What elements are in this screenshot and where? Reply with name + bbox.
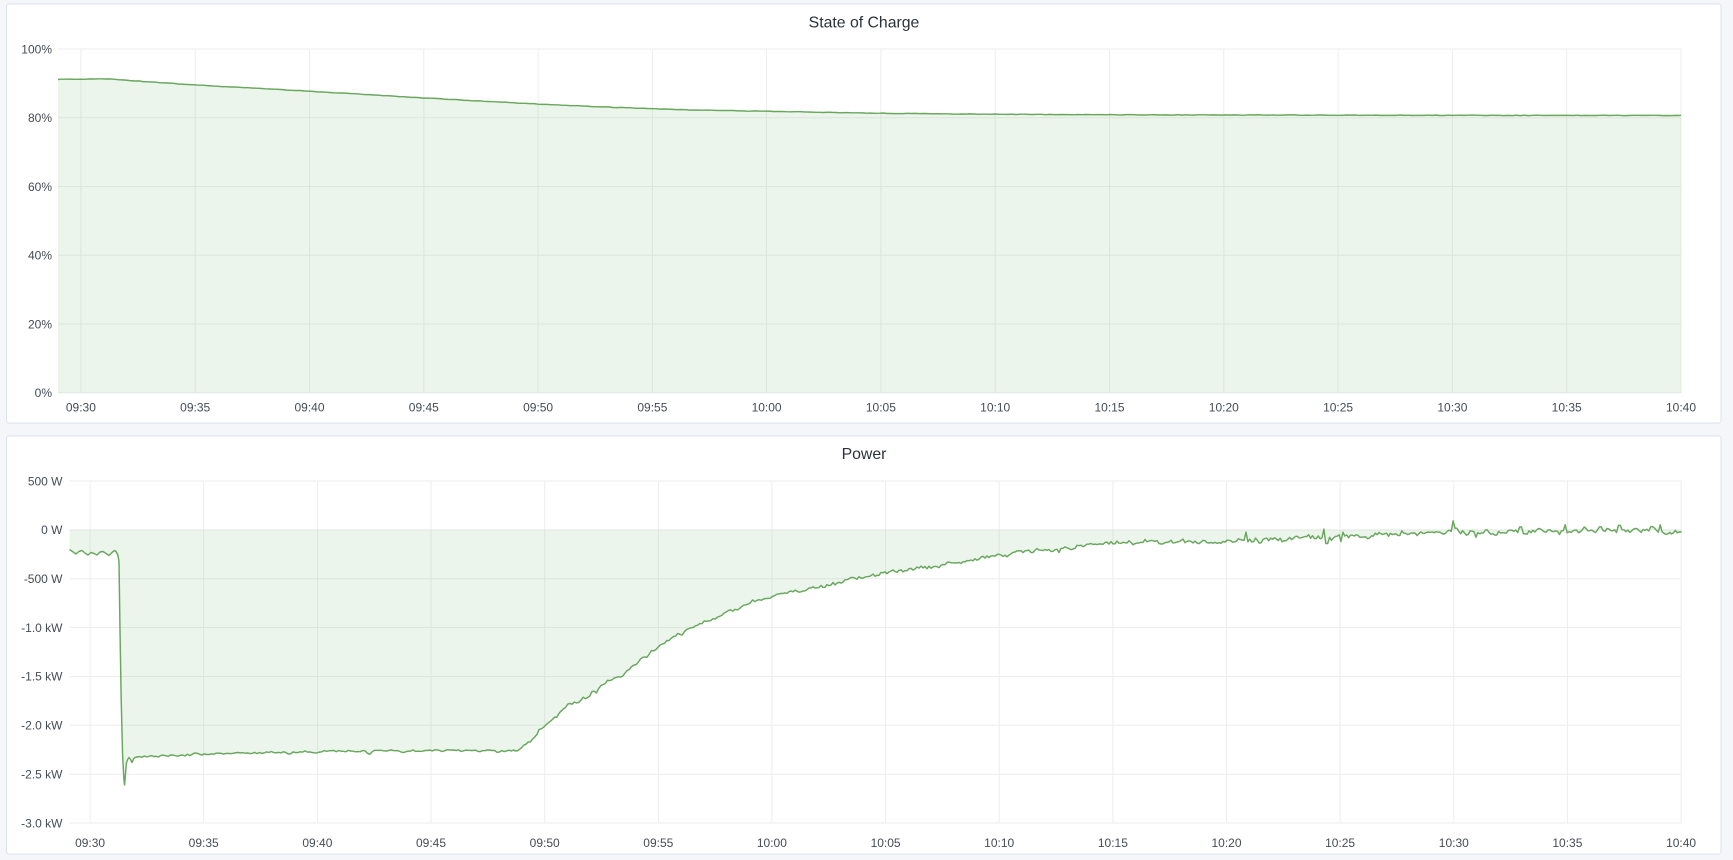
svg-text:10:00: 10:00 [757,836,787,850]
svg-text:State of Charge: State of Charge [809,14,920,31]
svg-text:0 W: 0 W [41,523,63,537]
svg-text:10:35: 10:35 [1552,836,1582,850]
svg-text:09:30: 09:30 [66,401,96,415]
svg-text:10:05: 10:05 [866,401,896,415]
svg-text:-500 W: -500 W [24,572,63,586]
svg-text:500 W: 500 W [28,474,63,488]
svg-text:-1.5 kW: -1.5 kW [21,670,63,684]
svg-text:09:45: 09:45 [416,836,446,850]
svg-text:10:15: 10:15 [1094,401,1124,415]
svg-text:10:30: 10:30 [1439,836,1469,850]
svg-text:-2.5 kW: -2.5 kW [21,768,63,782]
svg-text:Power: Power [842,446,887,463]
svg-text:10:00: 10:00 [752,401,782,415]
svg-text:10:10: 10:10 [984,836,1014,850]
svg-text:09:40: 09:40 [302,836,332,850]
svg-text:09:50: 09:50 [530,836,560,850]
svg-text:0%: 0% [35,386,53,400]
svg-text:-1.0 kW: -1.0 kW [21,621,63,635]
svg-text:10:25: 10:25 [1323,401,1353,415]
svg-text:10:10: 10:10 [980,401,1010,415]
svg-text:09:30: 09:30 [75,836,105,850]
svg-text:10:20: 10:20 [1209,401,1239,415]
svg-text:09:35: 09:35 [180,401,210,415]
svg-text:-2.0 kW: -2.0 kW [21,719,63,733]
svg-text:10:40: 10:40 [1666,401,1696,415]
svg-text:09:55: 09:55 [637,401,667,415]
svg-text:10:25: 10:25 [1325,836,1355,850]
svg-text:10:40: 10:40 [1666,836,1696,850]
svg-text:20%: 20% [28,317,52,331]
svg-text:09:50: 09:50 [523,401,553,415]
svg-text:10:30: 10:30 [1437,401,1467,415]
svg-text:-3.0 kW: -3.0 kW [21,816,63,830]
svg-text:80%: 80% [28,111,52,125]
svg-text:10:15: 10:15 [1098,836,1128,850]
svg-text:09:35: 09:35 [189,836,219,850]
svg-text:100%: 100% [21,42,52,56]
svg-text:09:55: 09:55 [643,836,673,850]
svg-text:09:45: 09:45 [409,401,439,415]
svg-text:10:35: 10:35 [1552,401,1582,415]
svg-text:60%: 60% [28,180,52,194]
svg-text:10:20: 10:20 [1211,836,1241,850]
svg-text:09:40: 09:40 [294,401,324,415]
svg-text:10:05: 10:05 [871,836,901,850]
svg-text:40%: 40% [28,249,52,263]
